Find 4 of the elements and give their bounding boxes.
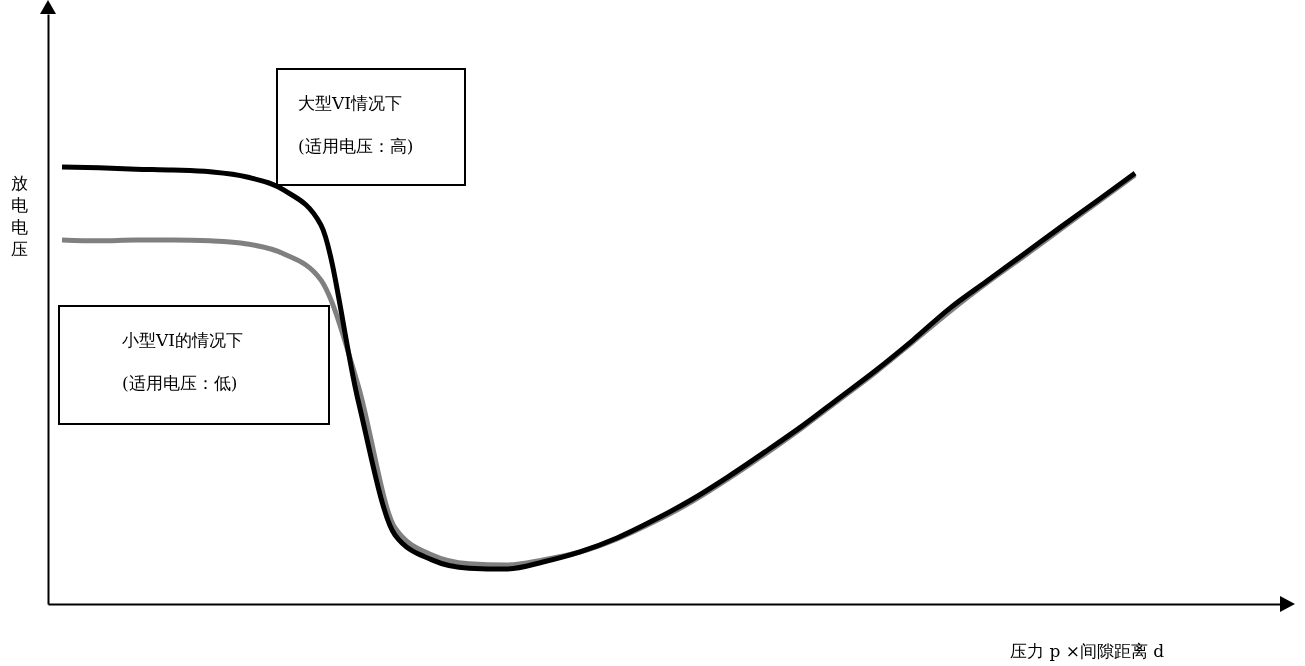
- text: 大型VI情况下 (适用电压：高): [298, 93, 414, 156]
- text: 小型VI的情况下 (适用电压：低): [122, 330, 243, 393]
- x-axis-title: 压力 p ×间隙距离 d: [1010, 640, 1165, 663]
- y-axis-title: 放电电压: [11, 172, 29, 260]
